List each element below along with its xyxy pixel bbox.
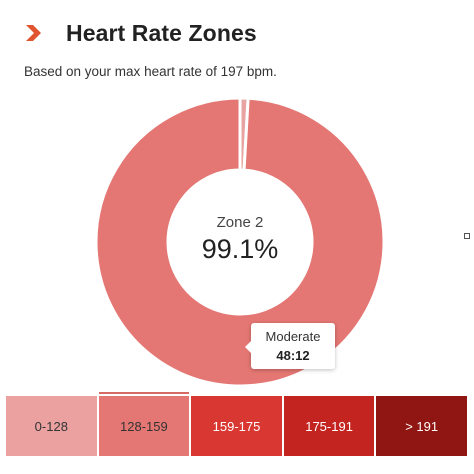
donut-segment-2[interactable] xyxy=(96,98,384,386)
donut-center-value: 99.1% xyxy=(201,234,279,264)
header: Heart Rate Zones xyxy=(24,16,257,50)
zone-label: > 191 xyxy=(405,418,439,434)
chevron-right-icon[interactable] xyxy=(24,23,44,43)
zone-legend: 0-128 128-159 159-175 175-191 > 191 xyxy=(6,392,467,456)
zone-button-5[interactable]: > 191 xyxy=(376,396,467,456)
tooltip: Moderate 48:12 xyxy=(245,323,335,369)
zone-label: 128-159 xyxy=(120,418,168,434)
tooltip-value: 48:12 xyxy=(276,348,310,363)
zone-label: 175-191 xyxy=(305,418,353,434)
zone-label: 159-175 xyxy=(212,418,261,434)
resize-handle[interactable] xyxy=(464,233,470,239)
page-title: Heart Rate Zones xyxy=(66,19,257,46)
donut-chart[interactable] xyxy=(96,98,384,386)
tooltip-label: Moderate xyxy=(265,329,321,344)
zone-button-1[interactable]: 0-128 xyxy=(6,396,97,456)
zone-button-3[interactable]: 159-175 xyxy=(191,396,282,456)
zone-button-4[interactable]: 175-191 xyxy=(283,396,375,456)
donut-center-label: Zone 2 xyxy=(216,214,264,231)
subtitle: Based on your max heart rate of 197 bpm. xyxy=(24,64,277,79)
zone-label: 0-128 xyxy=(34,418,68,434)
zone-button-2[interactable]: 128-159 xyxy=(98,392,190,456)
